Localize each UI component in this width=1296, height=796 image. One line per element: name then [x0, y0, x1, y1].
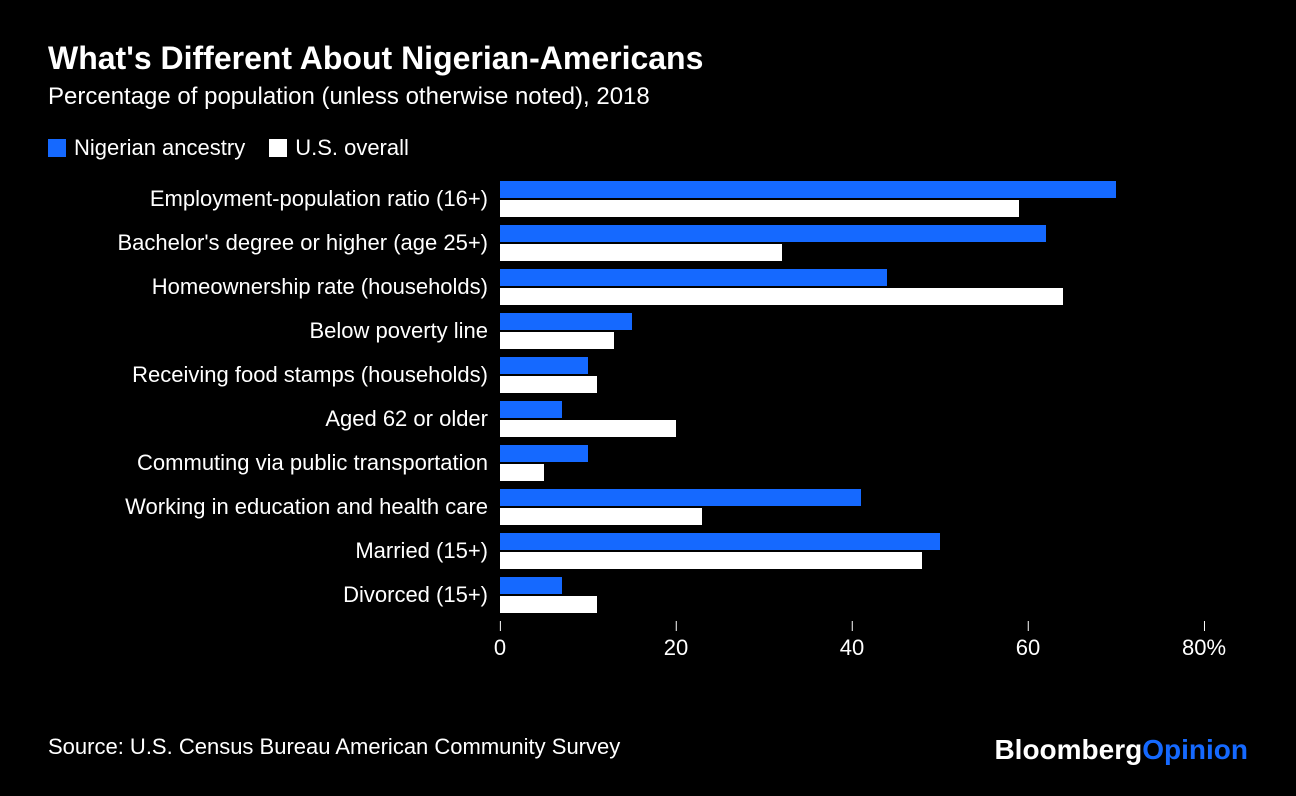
bar-series2: [500, 200, 1019, 217]
chart-area: Employment-population ratio (16+)Bachelo…: [48, 177, 1248, 617]
row-bars: [500, 265, 1248, 309]
row-label: Employment-population ratio (16+): [48, 177, 500, 221]
tick-label: 20: [664, 635, 688, 661]
row-bars: [500, 397, 1248, 441]
legend-label-series2: U.S. overall: [295, 135, 409, 161]
row-label: Aged 62 or older: [48, 397, 500, 441]
tick-label: 0: [494, 635, 506, 661]
tick-mark: [851, 621, 852, 631]
bar-series2: [500, 288, 1063, 305]
brand-logo: BloombergOpinion: [994, 734, 1248, 766]
legend-swatch-series2: [269, 139, 287, 157]
brand-part1: Bloomberg: [994, 734, 1142, 765]
row-label: Below poverty line: [48, 309, 500, 353]
legend-label-series1: Nigerian ancestry: [74, 135, 245, 161]
chart-row: Receiving food stamps (households): [48, 353, 1248, 397]
bar-series1: [500, 445, 588, 462]
axis-tick: 80%: [1182, 621, 1226, 661]
bar-series2: [500, 464, 544, 481]
bar-series2: [500, 376, 597, 393]
row-label: Commuting via public transportation: [48, 441, 500, 485]
row-bars: [500, 309, 1248, 353]
bar-series1: [500, 533, 940, 550]
legend: Nigerian ancestry U.S. overall: [48, 135, 1248, 161]
chart-row: Divorced (15+): [48, 573, 1248, 617]
row-bars: [500, 441, 1248, 485]
chart-row: Commuting via public transportation: [48, 441, 1248, 485]
bar-series1: [500, 313, 632, 330]
axis-tick: 20: [664, 621, 688, 661]
axis-tick: 40: [840, 621, 864, 661]
bar-series1: [500, 489, 861, 506]
chart-row: Working in education and health care: [48, 485, 1248, 529]
bar-series1: [500, 577, 562, 594]
bar-series2: [500, 244, 782, 261]
bar-series1: [500, 225, 1046, 242]
tick-mark: [675, 621, 676, 631]
chart-subtitle: Percentage of population (unless otherwi…: [48, 83, 1248, 111]
tick-mark: [500, 621, 501, 631]
chart-row: Aged 62 or older: [48, 397, 1248, 441]
row-bars: [500, 573, 1248, 617]
axis-tick: 0: [494, 621, 506, 661]
row-label: Homeownership rate (households): [48, 265, 500, 309]
bar-series2: [500, 552, 922, 569]
chart-row: Homeownership rate (households): [48, 265, 1248, 309]
axis-ticks: 020406080%: [500, 621, 1248, 661]
chart-row: Married (15+): [48, 529, 1248, 573]
row-bars: [500, 529, 1248, 573]
bar-series1: [500, 401, 562, 418]
chart-row: Below poverty line: [48, 309, 1248, 353]
x-axis: 0 20 40 60 80%: [48, 621, 1248, 661]
tick-label: 80%: [1182, 635, 1226, 661]
bar-series1: [500, 357, 588, 374]
row-bars: [500, 221, 1248, 265]
row-bars: [500, 177, 1248, 221]
tick-label: 60: [1016, 635, 1040, 661]
row-label: Divorced (15+): [48, 573, 500, 617]
legend-item-series1: Nigerian ancestry: [48, 135, 245, 161]
bar-series2: [500, 420, 676, 437]
tick-mark: [1027, 621, 1028, 631]
row-label: Receiving food stamps (households): [48, 353, 500, 397]
row-label: Working in education and health care: [48, 485, 500, 529]
tick-mark: [1203, 621, 1204, 631]
row-label: Married (15+): [48, 529, 500, 573]
row-bars: [500, 353, 1248, 397]
source-text: Source: U.S. Census Bureau American Comm…: [48, 734, 620, 760]
chart-title: What's Different About Nigerian-American…: [48, 40, 1248, 77]
legend-swatch-series1: [48, 139, 66, 157]
bar-series2: [500, 508, 702, 525]
bar-series1: [500, 269, 887, 286]
row-bars: [500, 485, 1248, 529]
axis-tick: 60: [1016, 621, 1040, 661]
bar-series2: [500, 332, 614, 349]
row-label: Bachelor's degree or higher (age 25+): [48, 221, 500, 265]
bar-series2: [500, 596, 597, 613]
brand-part2: Opinion: [1142, 734, 1248, 765]
legend-item-series2: U.S. overall: [269, 135, 409, 161]
chart-row: Bachelor's degree or higher (age 25+): [48, 221, 1248, 265]
bar-series1: [500, 181, 1116, 198]
tick-label: 40: [840, 635, 864, 661]
chart-row: Employment-population ratio (16+): [48, 177, 1248, 221]
